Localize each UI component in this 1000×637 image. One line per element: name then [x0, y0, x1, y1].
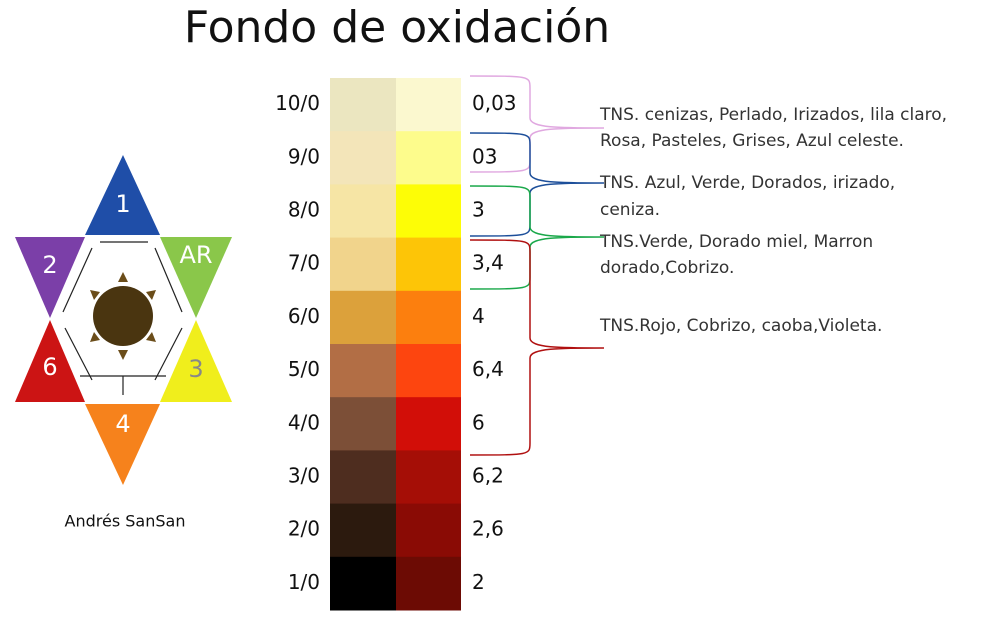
base-swatch [330, 503, 396, 558]
base-swatch [330, 237, 396, 292]
level-label: 7/0 [288, 251, 320, 275]
star-label: 4 [115, 410, 130, 438]
level-label: 9/0 [288, 144, 320, 168]
code-label: 6 [472, 410, 485, 434]
base-swatch [330, 397, 396, 451]
triangle [160, 237, 232, 318]
star-label: 6 [42, 353, 57, 381]
level-label: 1/0 [288, 570, 320, 594]
star-label: 1 [115, 190, 130, 218]
base-swatch [330, 131, 396, 185]
annotation: TNS.Verde, Dorado miel, Marron [599, 232, 873, 252]
triangle [160, 320, 232, 402]
annotation: TNS. cenizas, Perlado, Irizados, lila cl… [599, 105, 947, 125]
arrows [62, 241, 183, 395]
annotation: ceniza. [600, 200, 660, 220]
annotation: TNS.Rojo, Cobrizo, caoba,Violeta. [599, 316, 882, 336]
level-label: 6/0 [288, 304, 320, 328]
annotation: Rosa, Pasteles, Grises, Azul celeste. [600, 131, 904, 151]
code-label: 2,6 [472, 517, 504, 541]
triangle [15, 237, 85, 318]
oxidation-swatch [396, 556, 461, 611]
level-label: 5/0 [288, 357, 320, 381]
star [15, 155, 232, 485]
code-label: 3,4 [472, 251, 504, 275]
triangle [15, 320, 85, 402]
code-label: 6,2 [472, 464, 504, 488]
code-label: 03 [472, 144, 497, 168]
base-swatch [330, 450, 396, 505]
bracket [469, 239, 605, 456]
code-label: 3 [472, 198, 485, 222]
level-label: 4/0 [288, 410, 320, 434]
oxidation-swatch [396, 344, 461, 398]
oxidation-swatch [396, 397, 461, 451]
level-label: 3/0 [288, 464, 320, 488]
annotation: TNS. Azul, Verde, Dorados, irizado, [599, 173, 895, 193]
triangle [85, 155, 160, 235]
code-label: 0,03 [472, 91, 517, 115]
level-label: 10/0 [275, 91, 320, 115]
oxidation-swatch [396, 450, 461, 505]
base-swatch [330, 184, 396, 239]
base-swatch [330, 344, 396, 398]
level-label: 2/0 [288, 517, 320, 541]
star-label: AR [179, 241, 212, 269]
oxidation-swatch [396, 184, 461, 239]
author: Andrés SanSan [65, 512, 186, 531]
oxidation-swatch [396, 131, 461, 185]
code-label: 4 [472, 304, 485, 328]
star-label: 3 [188, 355, 203, 383]
base-swatch [330, 556, 396, 611]
oxidation-swatch [396, 503, 461, 558]
base-swatch [330, 290, 396, 345]
code-label: 6,4 [472, 357, 504, 381]
oxidation-swatch [396, 237, 461, 292]
title: Fondo de oxidación [184, 2, 610, 53]
annotation: dorado,Cobrizo. [600, 258, 734, 278]
base-swatch [330, 78, 396, 132]
code-label: 2 [472, 570, 485, 594]
oxidation-swatch [396, 290, 461, 345]
rays [90, 272, 156, 360]
bracket [469, 132, 605, 237]
center-circle [93, 286, 153, 346]
oxidation-swatch [396, 78, 461, 132]
level-label: 8/0 [288, 198, 320, 222]
triangle [85, 404, 160, 485]
star-label: 2 [42, 251, 57, 279]
